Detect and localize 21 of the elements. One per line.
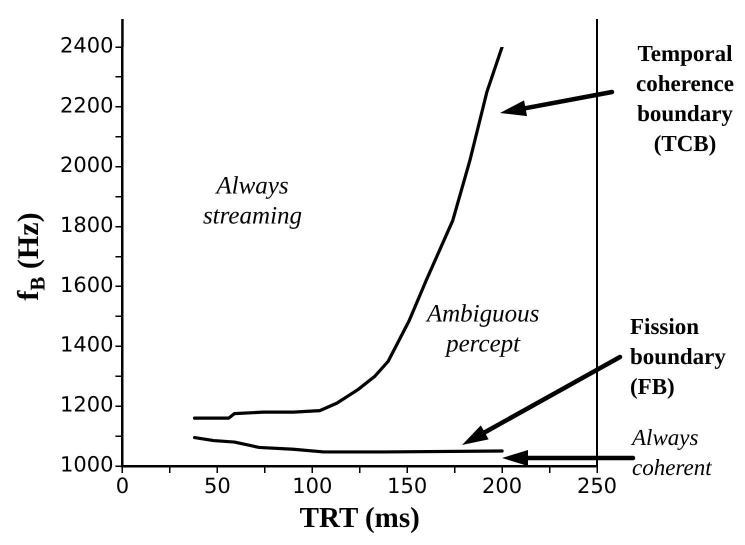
y-tick-label: 1800 bbox=[60, 213, 114, 238]
text: Fission boundary (FB) bbox=[630, 314, 726, 399]
x-tick-label: 200 bbox=[482, 474, 522, 498]
y-axis-title: fB (Hz) bbox=[12, 212, 50, 301]
annotation: Always streaming bbox=[202, 172, 302, 230]
x-tick-label: 150 bbox=[387, 474, 428, 498]
x-tick-label: 250 bbox=[576, 474, 618, 498]
x-tick-label: 100 bbox=[292, 474, 332, 498]
y-tick-label: 1000 bbox=[60, 452, 114, 476]
annotation: Ambiguous percept bbox=[424, 300, 540, 358]
x-tick-label: 50 bbox=[204, 474, 231, 498]
y-tick-label: 2000 bbox=[60, 153, 114, 178]
x-axis-title: TRT (ms) bbox=[300, 502, 420, 534]
y-tick-label: 1200 bbox=[60, 392, 114, 417]
y-tick-label: 2400 bbox=[60, 33, 114, 58]
text: Temporal coherence boundary (TCB) bbox=[636, 40, 734, 156]
y-tick-label: 1600 bbox=[60, 272, 114, 297]
x-tick-label: 0 bbox=[116, 474, 130, 498]
y-tick-label: 2200 bbox=[60, 93, 114, 118]
text: Always coherent bbox=[630, 425, 712, 480]
y-tick-label: 1400 bbox=[60, 332, 114, 357]
